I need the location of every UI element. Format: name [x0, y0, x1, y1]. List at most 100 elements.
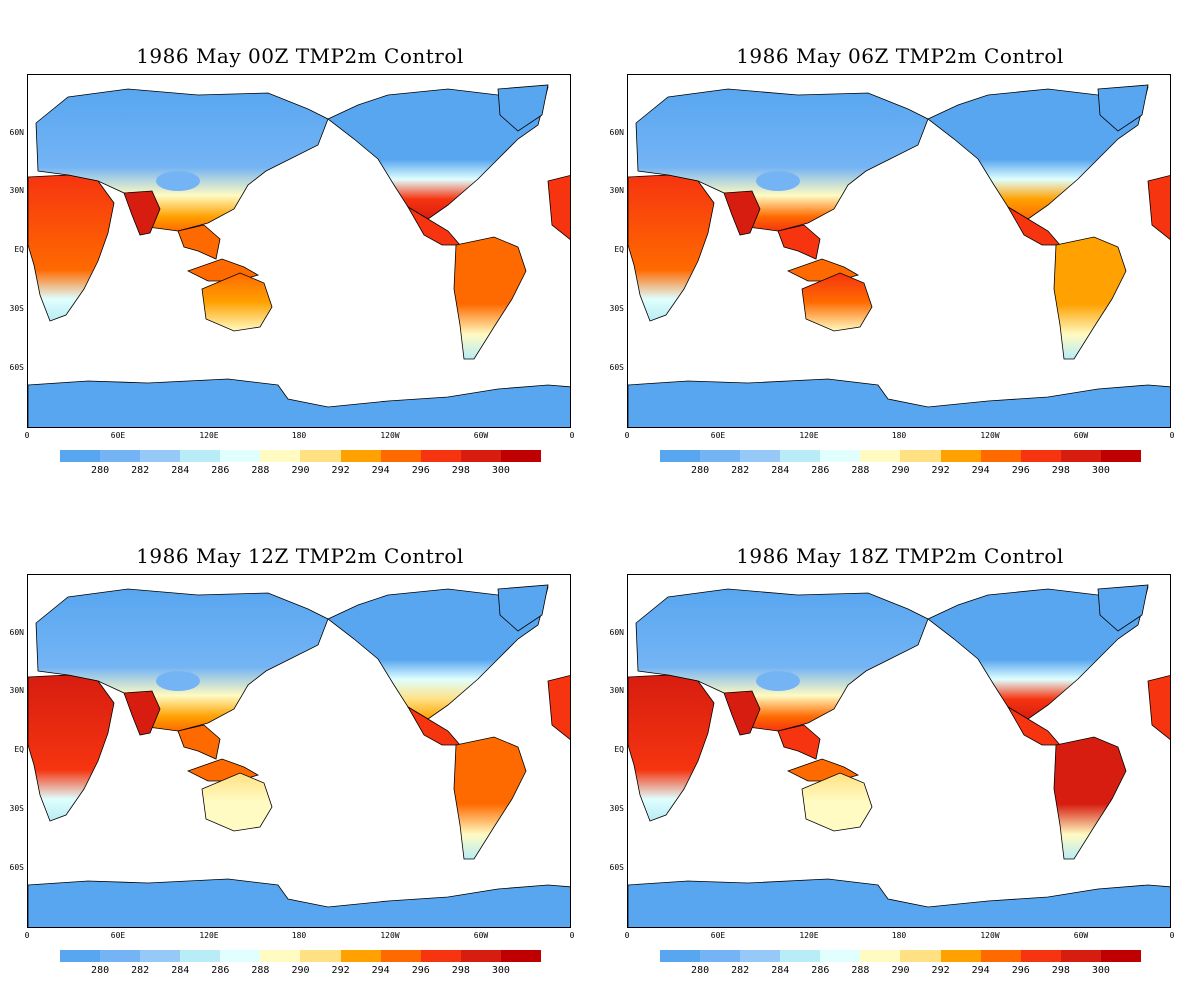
land-antarctica	[628, 378, 1170, 427]
colorbar-swatch	[260, 450, 301, 462]
lon-label-180: 180	[891, 431, 907, 440]
colorbar-label: 298	[1051, 465, 1070, 476]
land-north-america	[927, 586, 1149, 720]
colorbar-swatch	[220, 950, 261, 962]
land-eurasia	[635, 588, 929, 732]
colorbar-swatch	[940, 450, 981, 462]
map-canvas	[28, 584, 570, 927]
colorbar-swatch	[980, 950, 1021, 962]
colorbar-label: 284	[171, 965, 190, 976]
tibet-cold-patch	[156, 171, 200, 191]
colorbar-label: 294	[971, 465, 990, 476]
lat-label-30s: 30S	[609, 804, 624, 813]
colorbar-swatch	[460, 450, 501, 462]
colorbar-label: 280	[691, 965, 710, 976]
colorbar-label: 292	[331, 465, 350, 476]
colorbar-swatch	[700, 450, 741, 462]
land-greenland	[497, 584, 549, 632]
lat-label-30s: 30S	[9, 804, 24, 813]
lon-label-0-east: 0	[569, 931, 575, 940]
colorbar-label: 286	[211, 465, 230, 476]
lat-label-30n: 30N	[609, 686, 624, 695]
land-africa	[28, 674, 115, 822]
map-canvas	[628, 584, 1170, 927]
colorbar-swatch	[900, 950, 941, 962]
colorbar-label: 280	[691, 465, 710, 476]
lon-label-120w: 120W	[380, 931, 400, 940]
land-africa	[628, 174, 715, 322]
land-australia	[201, 272, 273, 332]
map-frame	[627, 74, 1171, 428]
land-australia	[201, 772, 273, 832]
colorbar-swatch	[420, 950, 461, 962]
land-africa	[628, 674, 715, 822]
colorbar-label: 286	[811, 465, 830, 476]
colorbar-swatch	[1100, 950, 1141, 962]
land-india	[723, 690, 761, 736]
colorbar-label: 292	[931, 965, 950, 976]
land-south-america	[453, 236, 527, 360]
colorbar-swatch	[340, 450, 381, 462]
lon-label-0: 0	[24, 431, 30, 440]
colorbar-label: 284	[771, 465, 790, 476]
colorbar-swatch	[740, 950, 781, 962]
map-panel-12z: 1986 May 12Z TMP2m Control 60N 30N EQ 30…	[0, 500, 600, 1000]
colorbar-swatch	[140, 950, 181, 962]
lon-label-0: 0	[24, 931, 30, 940]
map-canvas	[628, 84, 1170, 427]
colorbar-label: 282	[131, 965, 150, 976]
colorbar-label: 300	[1091, 965, 1110, 976]
land-india	[723, 190, 761, 236]
lat-label-eq: EQ	[614, 745, 624, 754]
colorbar-label: 284	[771, 965, 790, 976]
lon-label-60w: 60W	[1073, 431, 1089, 440]
map-frame	[27, 574, 571, 928]
lon-label-120e: 120E	[199, 931, 219, 940]
colorbar-swatch	[660, 950, 701, 962]
lat-label-60n: 60N	[9, 128, 24, 137]
colorbar-swatch	[740, 450, 781, 462]
lat-label-30n: 30N	[9, 686, 24, 695]
lon-label-60e: 60E	[710, 431, 726, 440]
colorbar-label: 292	[931, 465, 950, 476]
lon-label-60e: 60E	[110, 931, 126, 940]
colorbar-label: 280	[91, 965, 110, 976]
lat-label-eq: EQ	[14, 245, 24, 254]
colorbar-label: 292	[331, 965, 350, 976]
colorbar-swatch	[780, 450, 821, 462]
colorbar-label: 298	[1051, 965, 1070, 976]
land-india	[123, 690, 161, 736]
lon-label-120e: 120E	[199, 431, 219, 440]
colorbar-swatch	[460, 950, 501, 962]
lon-label-0-east: 0	[1169, 931, 1175, 940]
map-panel-06z: 1986 May 06Z TMP2m Control 60N 30N EQ 30…	[600, 0, 1200, 500]
map-panel-00z: 1986 May 00Z TMP2m Control 60N 30N EQ 30…	[0, 0, 600, 500]
colorbar-swatch	[340, 950, 381, 962]
colorbar-swatch	[980, 450, 1021, 462]
colorbar-label: 290	[291, 965, 310, 976]
tibet-cold-patch	[756, 671, 800, 691]
lat-label-30s: 30S	[9, 304, 24, 313]
lon-label-120e: 120E	[799, 931, 819, 940]
land-greenland	[1097, 584, 1149, 632]
land-africa-east-edge	[547, 675, 570, 740]
land-eurasia	[35, 88, 329, 232]
colorbar-label: 288	[851, 965, 870, 976]
colorbar-swatch	[700, 950, 741, 962]
colorbar	[60, 450, 541, 462]
colorbar-label: 294	[371, 965, 390, 976]
colorbar-swatch	[940, 950, 981, 962]
colorbar-label: 286	[811, 965, 830, 976]
colorbar	[60, 950, 541, 962]
colorbar-label: 300	[491, 465, 510, 476]
colorbar-swatch	[500, 450, 541, 462]
map-canvas	[28, 84, 570, 427]
colorbar-label: 298	[451, 965, 470, 976]
lon-label-180: 180	[291, 931, 307, 940]
colorbar-swatch	[300, 450, 341, 462]
land-africa-east-edge	[1147, 675, 1170, 740]
lon-label-120e: 120E	[799, 431, 819, 440]
colorbar-label: 288	[251, 465, 270, 476]
colorbar-swatch	[180, 450, 221, 462]
land-north-america	[927, 86, 1149, 220]
